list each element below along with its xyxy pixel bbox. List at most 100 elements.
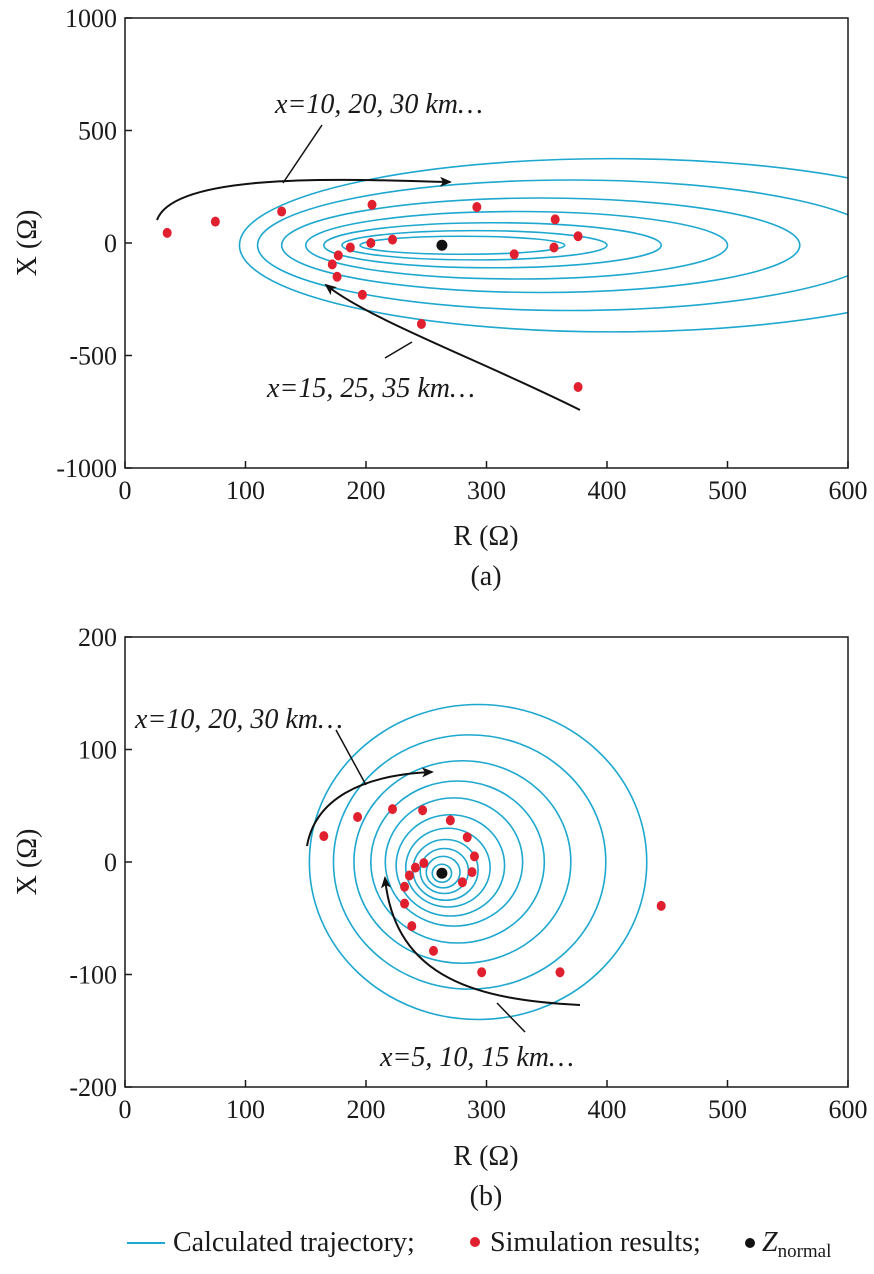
simulation-point — [333, 250, 343, 261]
y-tick-label: 0 — [104, 229, 117, 258]
caption-b: (b) — [470, 1181, 503, 1212]
trajectory-curve — [238, 157, 848, 333]
leader-line-b-upper — [335, 729, 367, 786]
simulation-point — [457, 877, 467, 888]
simulation-point — [367, 199, 377, 210]
x-tick-label: 300 — [467, 1095, 506, 1124]
x-tick-label: 0 — [119, 476, 132, 505]
simulation-point — [555, 967, 565, 978]
x-tick-label: 200 — [347, 1095, 386, 1124]
simulation-point — [388, 234, 398, 245]
trajectory-curve — [353, 759, 572, 965]
trajectory-curve — [359, 235, 566, 256]
plot-frame-a — [124, 17, 849, 469]
leader-line-b-lower — [496, 1002, 526, 1033]
legend-trajectory-label: Calculated trajectory; — [173, 1227, 415, 1258]
trajectory-curve — [431, 863, 453, 884]
y-tick-label: 100 — [78, 736, 117, 765]
y-tick-label: -100 — [69, 961, 117, 990]
simulation-point — [366, 238, 376, 248]
x-tick-label: 600 — [829, 1095, 868, 1124]
caption-a: (a) — [470, 561, 501, 592]
simulation-point — [509, 249, 519, 260]
simulation-point — [419, 858, 429, 869]
y-axis-label-a: X (Ω) — [12, 210, 43, 277]
simulation-point — [345, 242, 355, 253]
simulation-point — [353, 812, 363, 822]
z-normal-point-b — [436, 867, 448, 879]
simulation-point — [550, 214, 560, 225]
legend-z-normal-swatch — [745, 1238, 755, 1248]
simulation-point — [277, 206, 287, 217]
annotation-a-lower: x=15, 25, 35 km… — [266, 373, 475, 404]
y-tick-label: 1000 — [65, 4, 117, 33]
x-tick-label: 100 — [226, 476, 265, 505]
x-axis-label-b: R (Ω) — [453, 1141, 518, 1172]
simulation-point — [467, 867, 477, 878]
simulation-point — [656, 900, 666, 911]
trajectory-curve — [395, 813, 506, 917]
simulation-point — [428, 945, 438, 956]
x-tick-label: 400 — [588, 1095, 627, 1124]
simulation-point — [472, 202, 482, 212]
annotation-arrow-a-upper — [156, 176, 452, 221]
simulation-points-a — [162, 199, 583, 392]
simulation-point — [357, 289, 367, 300]
panel-a: x=10, 20, 30 km… x=15, 25, 35 km… 0 100 20… — [12, 4, 868, 592]
simulation-point — [210, 216, 220, 227]
trajectory-b — [308, 703, 648, 1021]
simulation-point — [407, 921, 417, 932]
trajectory-curve — [404, 827, 491, 908]
trajectory-curve — [384, 797, 524, 927]
annotation-b-lower: x=5, 10, 15 km… — [379, 1042, 574, 1073]
simulation-point — [573, 231, 583, 242]
simulation-point — [332, 271, 342, 282]
legend-z-subscript: normal — [778, 1241, 832, 1262]
trajectory-curve — [304, 210, 729, 280]
annotation-arrow-b-upper — [306, 767, 434, 847]
x-tick-label: 500 — [708, 476, 747, 505]
annotation-arrow-b-lower — [381, 876, 581, 1006]
trajectory-curve — [308, 703, 648, 1021]
simulation-point — [573, 382, 583, 392]
x-tick-label: 500 — [708, 1095, 747, 1124]
annotation-a-upper: x=10, 20, 30 km… — [274, 89, 483, 120]
legend-simulation-label: Simulation results; — [490, 1227, 701, 1258]
x-tick-label: 0 — [119, 1095, 132, 1124]
simulation-point — [388, 804, 398, 815]
legend-z-symbol: Z — [762, 1227, 778, 1258]
annotation-b-upper: x=10, 20, 30 km… — [134, 704, 343, 735]
simulation-point — [469, 851, 479, 862]
trajectory-curve — [323, 221, 663, 269]
simulation-points-b — [319, 804, 666, 978]
y-tick-label: -1000 — [56, 454, 117, 483]
y-tick-label: 200 — [78, 623, 117, 652]
leader-line-a-lower — [384, 341, 413, 359]
legend-simulation-swatch — [470, 1237, 480, 1247]
y-axis-label-b: X (Ω) — [12, 829, 43, 896]
simulation-point — [327, 259, 337, 270]
x-tick-label: 100 — [226, 1095, 265, 1124]
legend-z-normal-label: Znormal — [762, 1227, 831, 1262]
trajectory-curve — [425, 855, 461, 889]
simulation-point — [416, 319, 426, 329]
x-tick-label: 200 — [347, 476, 386, 505]
simulation-point — [400, 881, 410, 892]
y-tick-label: -500 — [69, 342, 117, 371]
y-tick-label: -200 — [69, 1073, 117, 1102]
x-axis-label-a: R (Ω) — [453, 521, 518, 552]
annotation-arrow-a-lower — [324, 283, 581, 411]
x-tick-label: 600 — [829, 476, 868, 505]
simulation-point — [462, 832, 472, 843]
legend: Calculated trajectory; Simulation result… — [127, 1227, 831, 1262]
y-tick-label: 500 — [78, 117, 117, 146]
ticks-b: 0 100 200 300 400 500 600 200 100 0 -100 -200 — [69, 623, 867, 1124]
z-normal-point-a — [436, 239, 448, 251]
simulation-point — [477, 967, 487, 978]
ticks-a: 0 100 200 300 400 500 600 1000 500 0 -500 -1000 — [56, 4, 867, 505]
simulation-point — [445, 815, 455, 826]
x-tick-label: 400 — [588, 476, 627, 505]
simulation-point — [549, 242, 559, 253]
